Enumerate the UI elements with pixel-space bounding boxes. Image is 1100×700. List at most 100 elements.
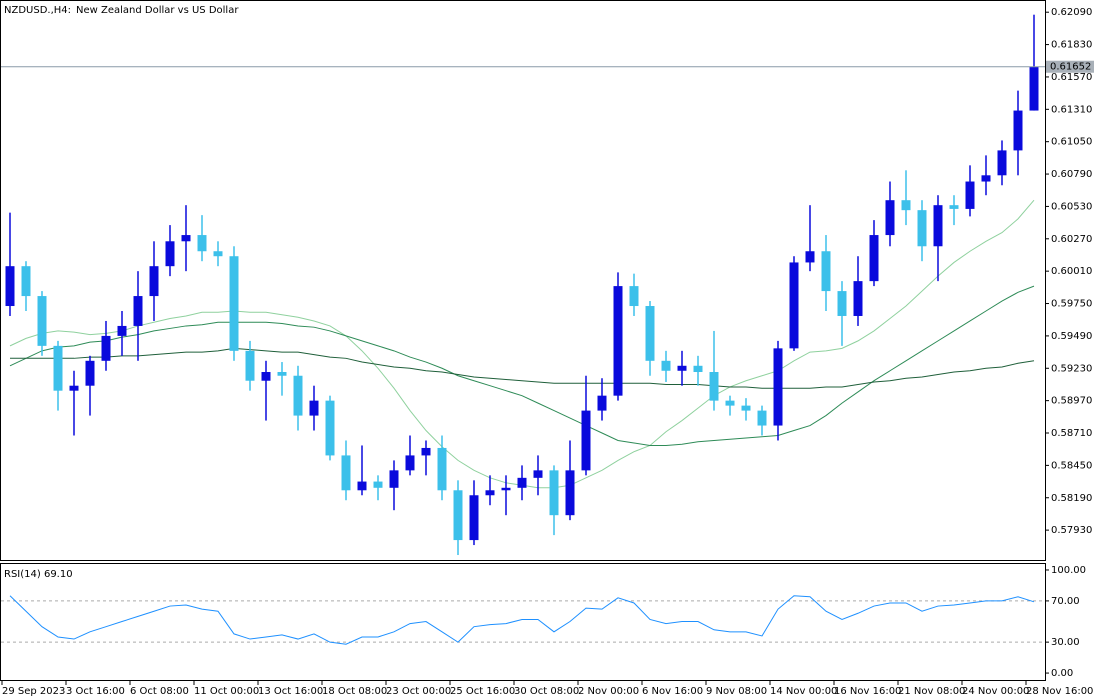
candle-body: [453, 490, 463, 541]
candle-body: [677, 365, 687, 371]
candle-body: [1013, 110, 1023, 151]
x-tick-label: 24 Nov 00:00: [962, 686, 1029, 697]
x-tick-label: 16 Nov 16:00: [834, 686, 901, 697]
x-tick-label: 21 Nov 08:00: [898, 686, 965, 697]
candle-body: [597, 395, 607, 411]
candle-body: [885, 200, 895, 236]
y-tick-label: 0.61830: [1051, 40, 1092, 51]
candle-body: [5, 266, 15, 307]
candle-body: [261, 372, 271, 381]
y-tick-label: 0.59750: [1051, 299, 1092, 310]
candle-body: [917, 210, 927, 247]
candle-body: [789, 262, 799, 349]
x-tick-label: 23 Oct 00:00: [386, 686, 451, 697]
candle-body: [357, 481, 367, 491]
candle-body: [293, 375, 303, 416]
x-tick-label: 2 Nov 00:00: [578, 686, 639, 697]
x-tick-label: 6 Oct 08:00: [130, 686, 189, 697]
candle-body: [389, 470, 399, 488]
candle-body: [757, 410, 767, 426]
y-tick-label: 0.00: [1051, 668, 1073, 679]
candle-body: [709, 372, 719, 401]
candle-body: [517, 477, 527, 488]
candle-body: [997, 150, 1007, 176]
symbol-description: New Zealand Dollar vs US Dollar: [76, 5, 239, 16]
candle-body: [965, 181, 975, 209]
candle-body: [85, 360, 95, 386]
rsi-title: RSI(14) 69.10: [4, 569, 73, 580]
y-tick-label: 0.61570: [1051, 72, 1092, 83]
candle-body: [21, 266, 31, 297]
candle-body: [165, 241, 175, 267]
candle-body: [405, 455, 415, 471]
moving-average: [10, 347, 1035, 389]
candle-body: [613, 286, 623, 396]
y-tick-label: 100.00: [1051, 565, 1086, 576]
moving-average: [9, 285, 1035, 446]
current-price-label: 0.61652: [1050, 62, 1091, 73]
candle-body: [277, 372, 287, 376]
candle-body: [373, 481, 383, 488]
candle-body: [1029, 66, 1039, 111]
candle-body: [725, 400, 735, 406]
y-tick-label: 0.60790: [1051, 169, 1092, 180]
y-tick-label: 0.60270: [1051, 234, 1092, 245]
x-tick-label: 13 Oct 16:00: [258, 686, 323, 697]
candle-body: [741, 405, 751, 411]
y-tick-label: 0.57930: [1051, 525, 1092, 536]
y-tick-label: 0.58710: [1051, 428, 1092, 439]
y-tick-label: 0.58190: [1051, 493, 1092, 504]
candle-body: [309, 400, 319, 416]
candle-body: [37, 296, 47, 346]
candle-body: [949, 205, 959, 209]
candle-body: [549, 470, 559, 516]
candle-body: [645, 306, 655, 361]
x-tick-label: 28 Nov 16:00: [1026, 686, 1093, 697]
candle-body: [981, 175, 991, 182]
candle-body: [533, 470, 543, 478]
symbol-title: NZDUSD.,H4:: [4, 5, 71, 16]
candle-body: [821, 251, 831, 292]
x-tick-label: 14 Nov 00:00: [770, 686, 837, 697]
y-tick-label: 0.59230: [1051, 363, 1092, 374]
y-tick-label: 70.00: [1051, 596, 1080, 607]
x-tick-label: 3 Oct 16:00: [66, 686, 125, 697]
candle-body: [629, 286, 639, 307]
y-tick-label: 0.58970: [1051, 396, 1092, 407]
x-tick-label: 9 Nov 08:00: [706, 686, 767, 697]
y-tick-label: 0.59490: [1051, 331, 1092, 342]
candle-body: [341, 455, 351, 491]
candle-body: [245, 350, 255, 381]
candle-body: [53, 345, 63, 391]
y-tick-label: 0.61310: [1051, 104, 1092, 115]
candle-body: [325, 400, 335, 456]
candle-body: [501, 487, 511, 491]
current-price-box: [1046, 60, 1094, 73]
candle-body: [773, 348, 783, 426]
candle-body: [693, 365, 703, 373]
candle-body: [117, 325, 127, 336]
candle-body: [101, 335, 111, 361]
y-tick-label: 0.58450: [1051, 460, 1092, 471]
candle-body: [581, 410, 591, 471]
candle-body: [565, 470, 575, 516]
price-panel-frame: [0, 0, 1046, 561]
candle-body: [213, 251, 223, 257]
rsi-line: [9, 595, 1035, 645]
x-tick-label: 25 Oct 16:00: [450, 686, 515, 697]
y-tick-label: 0.60530: [1051, 201, 1092, 212]
candle-body: [69, 385, 79, 391]
candle-body: [469, 495, 479, 541]
candle-body: [229, 256, 239, 351]
x-tick-label: 29 Sep 2023: [2, 686, 65, 697]
candle-body: [805, 251, 815, 263]
candle-body: [661, 360, 671, 371]
candle-body: [421, 447, 431, 456]
candle-body: [197, 235, 207, 252]
candle-body: [133, 296, 143, 326]
candle-body: [437, 447, 447, 491]
candle-body: [853, 281, 863, 316]
candle-body: [869, 235, 879, 282]
y-tick-label: 30.00: [1051, 637, 1080, 648]
